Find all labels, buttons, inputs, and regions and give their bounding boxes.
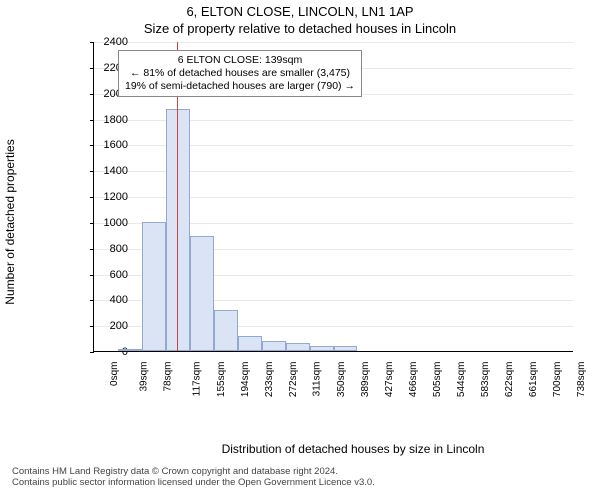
annotation-line-1: 6 ELTON CLOSE: 139sqm [125, 54, 355, 67]
x-tick-label: 39sqm [139, 362, 150, 392]
x-tick-label: 194sqm [240, 362, 251, 398]
bar [118, 349, 142, 351]
x-tick-label: 738sqm [576, 362, 587, 398]
plot-area: 6 ELTON CLOSE: 139sqm ← 81% of detached … [93, 42, 573, 352]
x-tick-label: 78sqm [163, 362, 174, 392]
bar [262, 341, 286, 351]
x-tick-label: 117sqm [191, 362, 202, 397]
x-axis-label: Distribution of detached houses by size … [93, 442, 600, 456]
annotation-line-2: ← 81% of detached houses are smaller (3,… [125, 67, 355, 80]
bar [190, 236, 214, 351]
x-tick-label: 155sqm [216, 362, 227, 398]
bar [214, 310, 238, 351]
x-tick-label: 350sqm [336, 362, 347, 398]
x-tick-label: 389sqm [360, 362, 371, 398]
x-tick-label: 466sqm [408, 362, 419, 398]
x-tick-label: 583sqm [480, 362, 491, 398]
x-tick-label: 505sqm [432, 362, 443, 398]
x-tick-label: 233sqm [264, 362, 275, 398]
footer-line-1: Contains HM Land Registry data © Crown c… [12, 466, 600, 477]
annotation-line-3: 19% of semi-detached houses are larger (… [125, 80, 355, 93]
x-tick-label: 0sqm [109, 362, 120, 386]
x-tick-label: 661sqm [528, 362, 539, 398]
footer-line-2: Contains public sector information licen… [12, 477, 600, 488]
annotation-box: 6 ELTON CLOSE: 139sqm ← 81% of detached … [118, 50, 362, 97]
x-tick-label: 427sqm [384, 362, 395, 398]
bar [286, 343, 310, 351]
footer: Contains HM Land Registry data © Crown c… [12, 466, 600, 489]
bar [142, 222, 166, 351]
x-tick-label: 622sqm [504, 362, 515, 398]
chart-subtitle: Size of property relative to detached ho… [0, 21, 600, 36]
bar [334, 346, 358, 351]
chart-title: 6, ELTON CLOSE, LINCOLN, LN1 1AP [0, 4, 600, 19]
x-tick-label: 272sqm [288, 362, 299, 398]
x-tick-label: 700sqm [552, 362, 563, 398]
chart-container: Number of detached properties 0200400600… [58, 42, 578, 402]
bar [238, 336, 262, 352]
y-axis-label: Number of detached properties [3, 139, 17, 304]
bar [310, 346, 334, 351]
x-tick-label: 544sqm [456, 362, 467, 398]
x-tick-label: 311sqm [311, 362, 322, 397]
